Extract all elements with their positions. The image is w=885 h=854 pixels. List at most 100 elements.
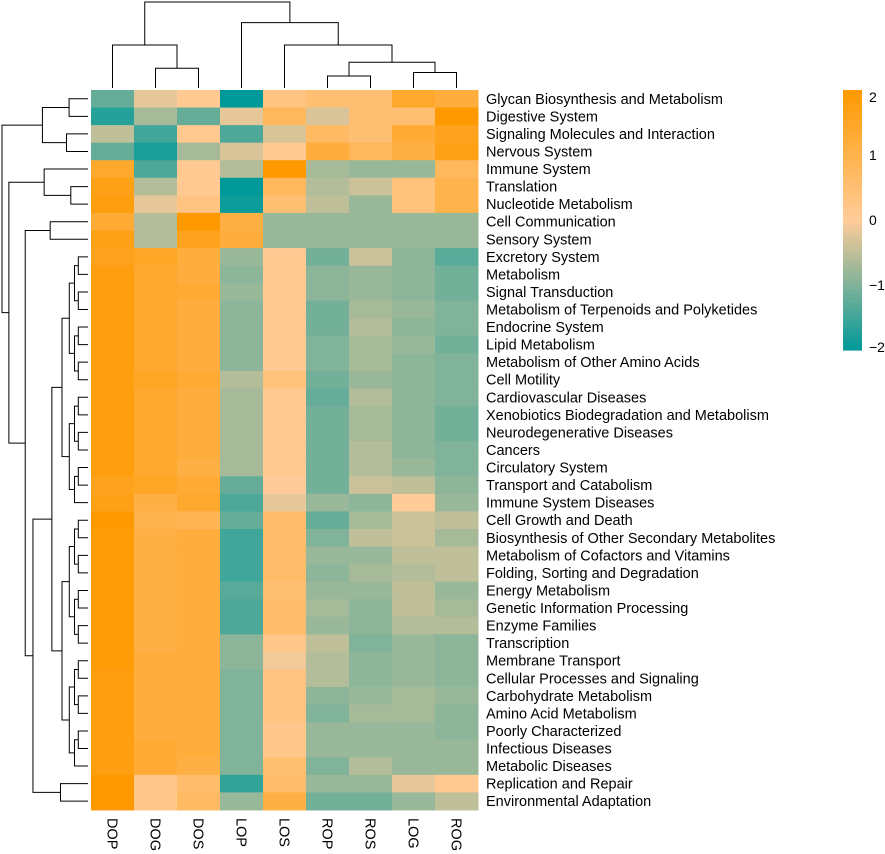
legend-color-step (843, 267, 862, 273)
row-label: Excretory System (486, 250, 600, 266)
heatmap-cell (134, 669, 178, 688)
heatmap-cell (91, 283, 135, 302)
heatmap-cell (91, 160, 135, 179)
heatmap-cell (177, 423, 221, 442)
heatmap-cell (91, 248, 135, 267)
row-label: Membrane Transport (486, 654, 621, 670)
heatmap-cell (263, 300, 307, 319)
heatmap-cell (306, 616, 350, 635)
row-label: Immune System Diseases (486, 496, 654, 512)
heatmap-cell (220, 599, 264, 618)
heatmap-cell (91, 757, 135, 776)
dendrogram-branch (68, 546, 75, 618)
heatmap-cell (91, 792, 135, 811)
heatmap-cell (91, 353, 135, 372)
heatmap-cell (134, 687, 178, 706)
heatmap-cell (392, 230, 436, 249)
dendrogram-branch (68, 686, 75, 754)
heatmap-cell (392, 177, 436, 196)
heatmap-cell (91, 476, 135, 495)
heatmap-cell (263, 441, 307, 460)
legend-color-step (843, 159, 862, 165)
heatmap-cell (392, 353, 436, 372)
legend-color-step (843, 142, 862, 147)
row-label: Transport and Catabolism (486, 478, 652, 494)
heatmap-cell (134, 722, 178, 741)
heatmap-cell (306, 687, 350, 706)
heatmap-cell (306, 564, 350, 583)
row-label: Infectious Diseases (486, 742, 612, 758)
heatmap-cell (220, 195, 264, 214)
heatmap-cell (435, 757, 479, 776)
heatmap-cell (91, 564, 135, 583)
column-label: ROS (362, 818, 378, 849)
heatmap-cell (177, 669, 221, 688)
heatmap-cell (392, 406, 436, 425)
heatmap-cell (392, 651, 436, 670)
heatmap-cell (177, 511, 221, 530)
heatmap-cell (263, 142, 307, 161)
row-label: Translation (486, 180, 557, 196)
heatmap-cell (220, 90, 264, 109)
column-label: ROP (319, 818, 335, 849)
heatmap-cell (91, 599, 135, 618)
heatmap-cell (435, 142, 479, 161)
heatmap-cell (91, 388, 135, 407)
heatmap-cell (91, 687, 135, 706)
heatmap-cell (177, 142, 221, 161)
heatmap-cell (435, 248, 479, 267)
dendrogram-branch (241, 22, 339, 88)
heatmap-cell (306, 493, 350, 512)
heatmap-cell (263, 687, 307, 706)
heatmap-cell (177, 529, 221, 548)
heatmap-cell (263, 599, 307, 618)
heatmap-cell (134, 511, 178, 530)
heatmap-cell (263, 529, 307, 548)
row-label: Neurodegenerative Diseases (486, 425, 673, 441)
legend-color-step (843, 116, 862, 121)
heatmap-cell (349, 669, 393, 688)
heatmap-cell (306, 581, 350, 600)
heatmap-cell (134, 757, 178, 776)
heatmap-cell (392, 493, 436, 512)
heatmap-cell (220, 300, 264, 319)
column-label: DOP (104, 818, 120, 849)
legend-tick-label: 2 (869, 89, 877, 105)
heatmap-cell (306, 792, 350, 811)
heatmap-cell (134, 300, 178, 319)
dendrogram-branch (74, 405, 79, 442)
heatmap-cell (220, 142, 264, 161)
heatmap-cell (177, 722, 221, 741)
row-label: Amino Acid Metabolism (486, 706, 637, 722)
legend-color-step (843, 98, 862, 104)
heatmap-cell (263, 195, 307, 214)
heatmap-cell (435, 722, 479, 741)
heatmap-cell (91, 90, 135, 109)
heatmap-cell (392, 757, 436, 776)
heatmap-cell (349, 599, 393, 618)
dendrogram-branch (155, 67, 199, 88)
heatmap-cell (134, 125, 178, 144)
heatmap-cell (91, 212, 135, 231)
heatmap-cell (349, 511, 393, 530)
heatmap-cell (263, 423, 307, 442)
heatmap-cell (220, 581, 264, 600)
heatmap-cell (220, 687, 264, 706)
heatmap-cell (263, 125, 307, 144)
heatmap-cell (91, 581, 135, 600)
heatmap-cell (220, 248, 264, 267)
heatmap-cell (349, 160, 393, 179)
heatmap-cell (392, 669, 436, 688)
legend-color-step (843, 246, 862, 251)
heatmap-cell (349, 704, 393, 723)
dendrogram-branch (144, 1, 291, 45)
heatmap-cell (263, 318, 307, 337)
legend-color-step (843, 172, 862, 178)
heatmap-cell (435, 177, 479, 196)
heatmap-cell (134, 441, 178, 460)
heatmap-cell (263, 581, 307, 600)
heatmap-cell (435, 107, 479, 126)
heatmap-cell (435, 529, 479, 548)
legend-color-step (843, 241, 862, 247)
heatmap-cell (349, 248, 393, 267)
